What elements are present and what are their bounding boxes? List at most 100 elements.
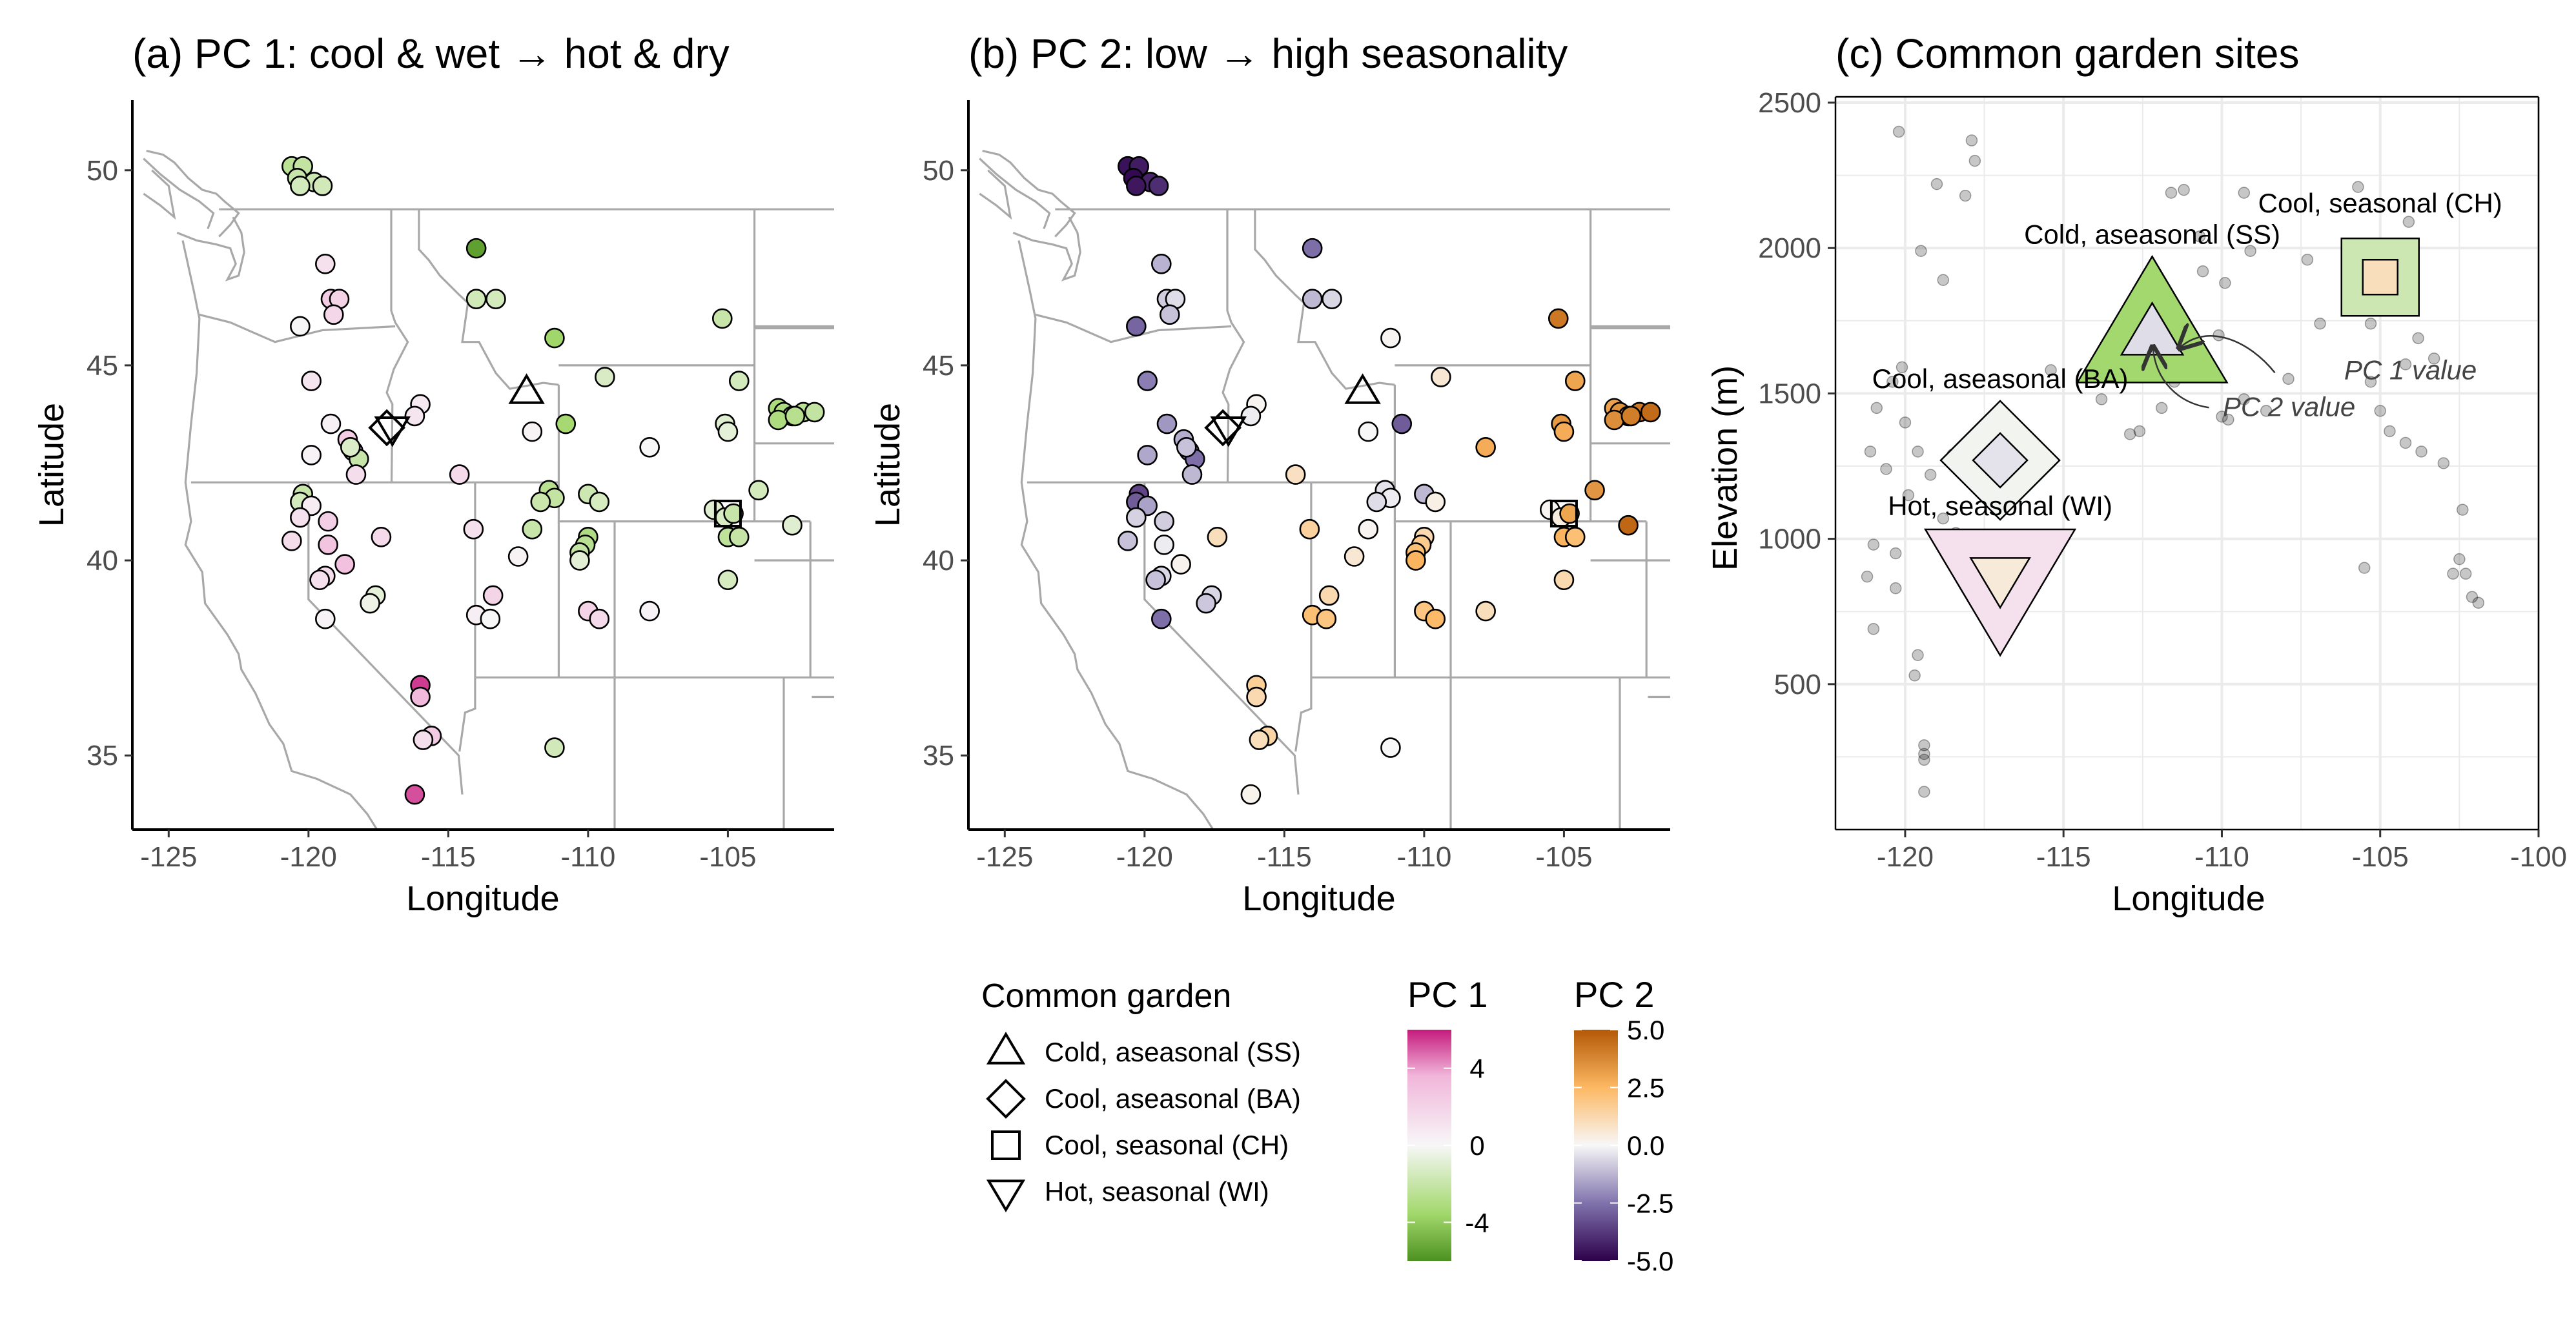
- y-tick-label: 1000: [1758, 524, 1821, 555]
- population-point: [530, 491, 551, 513]
- population-elevation-point: [1912, 445, 1924, 458]
- garden-BA-label: Cool, aseasonal (BA): [1872, 363, 2129, 394]
- population-point: [544, 737, 565, 758]
- population-point: [404, 405, 425, 427]
- population-elevation-point: [2415, 445, 2428, 458]
- population-point: [639, 437, 660, 458]
- population-point: [360, 593, 380, 614]
- population-elevation-point: [2402, 216, 2415, 228]
- population-elevation-point: [2193, 230, 2206, 243]
- population-point: [804, 402, 825, 423]
- population-point: [301, 445, 322, 465]
- population-point: [290, 507, 311, 528]
- population-point: [782, 515, 802, 536]
- population-elevation-point: [2282, 373, 2295, 385]
- population-elevation-point: [2352, 181, 2364, 193]
- population-point: [345, 464, 367, 485]
- x-tick-label: -120: [1877, 841, 1934, 873]
- map-a-gardens: [368, 373, 742, 528]
- population-elevation-point: [2165, 187, 2178, 199]
- population-elevation-point: [1959, 189, 1972, 202]
- population-point: [1640, 402, 1661, 423]
- population-point: [1181, 464, 1203, 485]
- population-elevation-point: [1889, 582, 1902, 595]
- x-tick-label: -105: [699, 841, 756, 873]
- population-elevation-point: [1968, 154, 1981, 167]
- population-point: [320, 413, 342, 434]
- state-border: [418, 209, 559, 390]
- legend-garden-label: Cool, aseasonal (BA): [1045, 1083, 1301, 1114]
- population-point: [748, 480, 769, 501]
- map-b-points: [1118, 156, 1661, 805]
- population-elevation-point: [2358, 562, 2371, 574]
- pc2-arrow: [2153, 347, 2209, 409]
- population-point: [315, 253, 336, 274]
- population-point: [463, 518, 484, 540]
- population-point: [334, 554, 355, 575]
- garden-marker-triangle-down: [374, 416, 411, 447]
- population-point: [1391, 413, 1413, 434]
- coastline-inlet: [979, 158, 1051, 229]
- map-a-axes: -125 -120 -115 -110 -105 35 40 45 50: [87, 100, 834, 873]
- population-point: [281, 531, 302, 551]
- population-elevation-point: [2222, 413, 2234, 426]
- population-point: [1620, 405, 1642, 427]
- population-point: [323, 304, 344, 325]
- coastline-inlet: [143, 158, 215, 229]
- population-point: [1564, 526, 1586, 547]
- y-tick-label: 50: [923, 155, 954, 187]
- y-tick-label: 40: [87, 545, 118, 577]
- map-a-points: [281, 156, 825, 805]
- population-point: [1344, 546, 1365, 567]
- population-elevation-point: [2238, 393, 2251, 405]
- population-point: [1553, 421, 1575, 442]
- garden-CH-label: Cool, seasonal (CH): [2258, 188, 2502, 218]
- population-elevation-point: [1867, 622, 1880, 635]
- population-point: [371, 526, 392, 547]
- y-tick-label: 40: [923, 545, 954, 577]
- coastline-inlet: [176, 216, 245, 281]
- panel-b-xlabel: Longitude: [1242, 879, 1395, 918]
- x-tick-label: -125: [140, 841, 197, 873]
- population-elevation-point: [1915, 245, 1927, 257]
- population-point: [1604, 409, 1625, 431]
- population-elevation-point: [2216, 411, 2228, 423]
- population-point: [1126, 316, 1147, 337]
- population-point: [410, 686, 431, 708]
- pc2-tick-label: -2.5: [1627, 1189, 1673, 1219]
- coastline-inlet: [143, 169, 176, 220]
- population-point: [639, 600, 660, 622]
- population-point: [290, 316, 311, 337]
- population-point: [1160, 304, 1180, 325]
- population-point: [1358, 518, 1379, 540]
- population-point: [1196, 593, 1216, 614]
- population-point: [1548, 308, 1569, 329]
- pc2-value-annotation: PC 2 value: [2223, 391, 2355, 422]
- population-point: [1151, 253, 1172, 274]
- population-point: [486, 289, 506, 309]
- population-point: [1584, 480, 1605, 501]
- population-elevation-point: [1918, 753, 1930, 766]
- pc2-tick-label: 5.0: [1627, 1015, 1664, 1045]
- population-point: [465, 289, 487, 309]
- pc2-tick-label: 0.0: [1627, 1130, 1664, 1161]
- population-point: [555, 413, 577, 434]
- population-point: [480, 608, 501, 629]
- panel-a: (a) PC 1: cool & wet → hot & dry -125 -12…: [32, 30, 834, 918]
- population-elevation-point: [1896, 361, 1908, 374]
- state-border: [1143, 482, 1300, 795]
- population-elevation-point: [1930, 178, 1943, 190]
- panel-c-xlabel: Longitude: [2112, 879, 2265, 918]
- population-elevation-point: [2384, 425, 2396, 438]
- population-point: [589, 491, 610, 513]
- garden-marker-diamond: [368, 409, 405, 447]
- population-point: [1156, 413, 1178, 434]
- population-point: [1249, 730, 1270, 750]
- population-elevation-point: [2364, 318, 2377, 330]
- population-point: [1475, 437, 1496, 458]
- y-tick-label: 35: [87, 740, 118, 771]
- population-elevation-point: [1892, 125, 1905, 138]
- coastline-inlet: [982, 150, 1076, 238]
- x-tick-label: -105: [1535, 841, 1592, 873]
